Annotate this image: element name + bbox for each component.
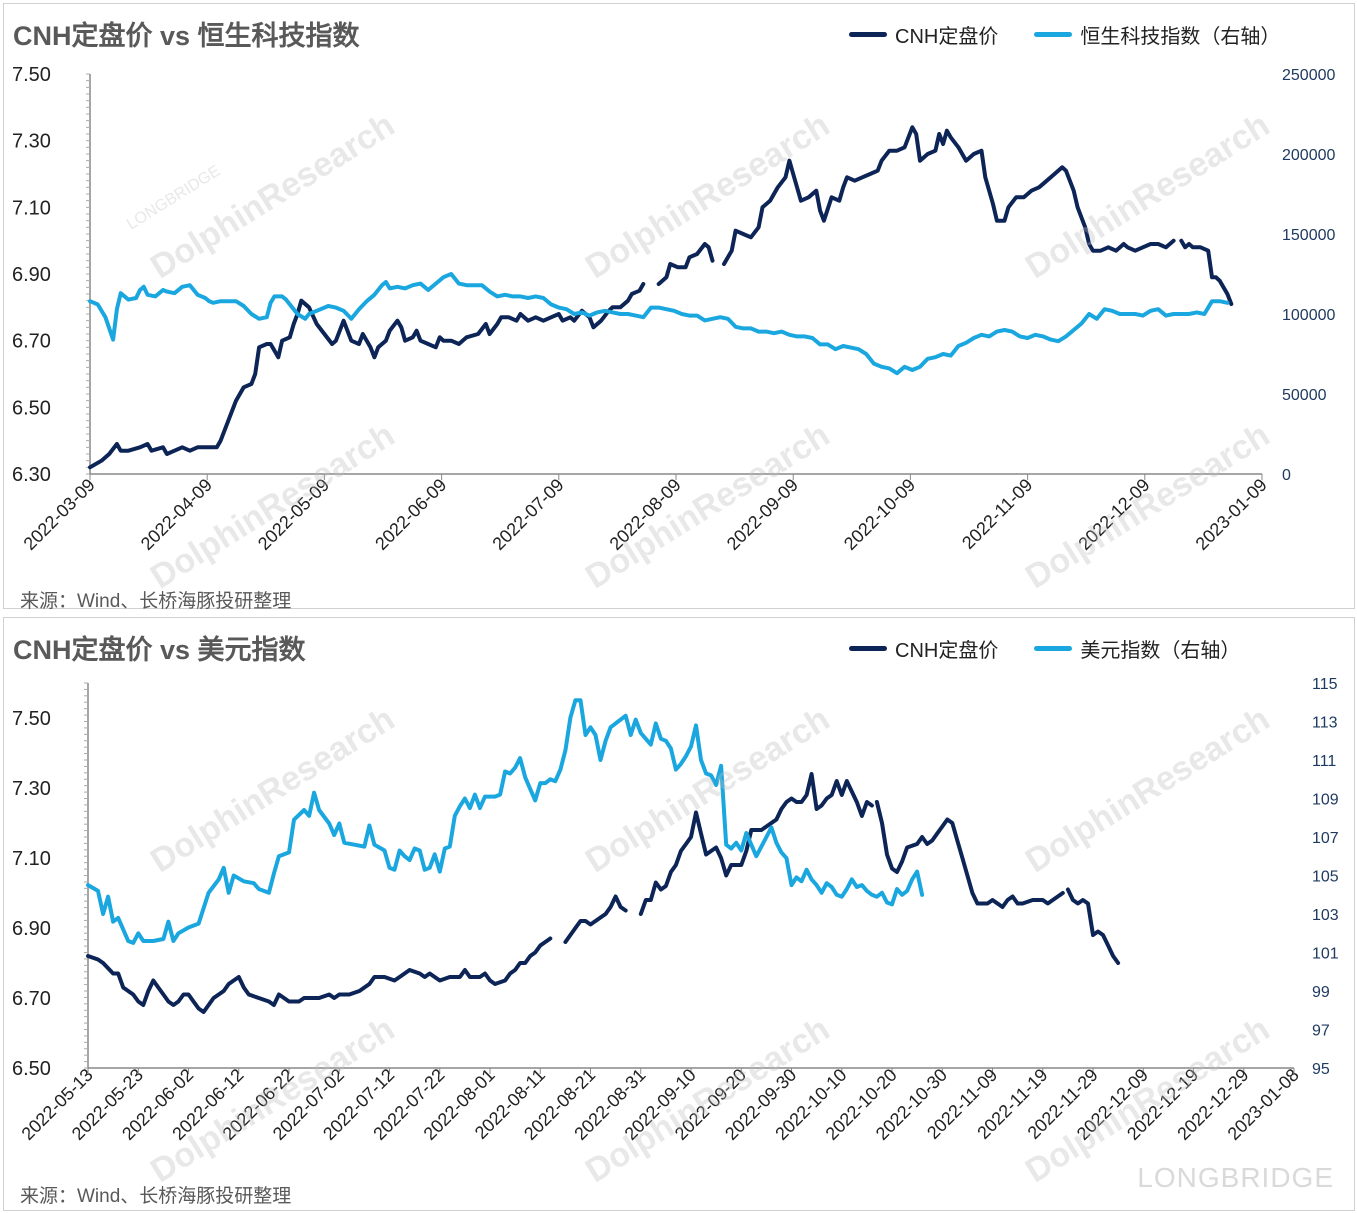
y2-tick-label: 50000 (1282, 387, 1327, 404)
y-tick-label: 6.90 (12, 918, 51, 940)
chart-title: CNH定盘价 vs 美元指数 (13, 635, 306, 665)
y2-tick-label: 250000 (1282, 67, 1335, 84)
y-tick-label: 7.30 (12, 778, 51, 800)
legend-label-cnh: CNH定盘价 (895, 640, 999, 662)
legend-item-cnh: CNH定盘价 (849, 20, 998, 49)
y2-tick-label: 109 (1312, 792, 1339, 809)
x-tick-label: 2022-03-09 (20, 475, 99, 554)
legend-swatch-cnh (849, 646, 887, 651)
y2-tick-label: 105 (1312, 869, 1339, 886)
x-tick-label: 2022-10-09 (840, 475, 919, 554)
legend-label-hstech: 恒生科技指数（右轴） (1080, 26, 1281, 48)
legend: CNH定盘价 恒生科技指数（右轴） (849, 20, 1316, 49)
chart-title: CNH定盘价 vs 恒生科技指数 (13, 21, 360, 51)
y2-tick-label: 99 (1312, 984, 1330, 1001)
source-note: 来源：Wind、长桥海豚投研整理 (20, 1186, 292, 1207)
x-tick-label: 2022-07-09 (488, 475, 567, 554)
legend-item-dxy: 美元指数（右轴） (1034, 634, 1240, 663)
series-line-secondary (88, 272, 1230, 376)
series-line-cnh (88, 282, 646, 470)
x-tick-label: 2022-11-09 (958, 475, 1036, 553)
source-note: 来源：Wind、长桥海豚投研整理 (20, 591, 292, 612)
y-tick-label: 7.50 (12, 708, 51, 730)
y-tick-label: 7.10 (12, 848, 51, 870)
y2-tick-label: 101 (1312, 946, 1339, 963)
legend-item-hstech: 恒生科技指数（右轴） (1034, 20, 1280, 49)
series-line-cnh (1179, 238, 1234, 306)
y2-tick-label: 100000 (1282, 307, 1335, 324)
line-chart-dxy: 6.50 6.70 6.90 7.10 7.30 7.50 95 97 99 101 103 105 1… (12, 676, 1339, 1144)
x-tick-label: 2022-06-09 (371, 475, 450, 554)
legend: CNH定盘价 美元指数（右轴） (849, 634, 1276, 663)
y-tick-label: 7.50 (12, 64, 51, 86)
legend-item-cnh: CNH定盘价 (849, 634, 998, 663)
brand-logo-text: LONGBRIDGE (1137, 1162, 1334, 1193)
y2-tick-label: 115 (1312, 676, 1338, 693)
legend-swatch-hstech (1034, 32, 1073, 37)
y-tick-label: 6.90 (12, 264, 51, 286)
line-chart-hstech: 6.30 6.50 6.70 6.90 7.10 7.30 7.50 0 50000 100000… (12, 64, 1335, 554)
series-line-cnh (874, 800, 1065, 909)
chart-panel-dxy: CNH定盘价 vs 美元指数 CNH定盘价 美元指数（右轴） 6.50 6.70 6… (3, 617, 1355, 1211)
y-tick-label: 6.50 (12, 1058, 51, 1080)
y2-tick-label: 95 (1312, 1061, 1330, 1078)
y2-tick-label: 150000 (1282, 227, 1335, 244)
legend-swatch-dxy (1034, 646, 1073, 651)
y2-tick-label: 200000 (1282, 147, 1335, 164)
y-tick-label: 6.50 (12, 397, 51, 419)
legend-label-cnh: CNH定盘价 (895, 26, 999, 48)
y-tick-label: 6.70 (12, 988, 51, 1010)
y2-tick-label: 111 (1312, 753, 1336, 770)
series-line-cnh (722, 125, 1176, 266)
chart-panel-hstech: CNH定盘价 vs 恒生科技指数 CNH定盘价 恒生科技指数（右轴） 6.30 6… (3, 3, 1355, 612)
y2-tick-label: 0 (1282, 467, 1291, 484)
series-line-cnh (656, 242, 715, 286)
y2-tick-label: 103 (1312, 907, 1339, 924)
y2-tick-label: 113 (1312, 715, 1338, 732)
series-line-secondary (86, 698, 925, 945)
legend-label-dxy: 美元指数（右轴） (1080, 640, 1241, 662)
y-tick-label: 7.10 (12, 197, 51, 219)
y-tick-label: 7.30 (12, 131, 51, 153)
series-line-cnh (86, 936, 553, 1014)
y-tick-label: 6.30 (12, 464, 51, 486)
series-line-cnh (638, 772, 874, 916)
series-line-cnh (1065, 887, 1121, 965)
y2-tick-label: 107 (1312, 830, 1339, 847)
series-line-cnh (563, 894, 628, 944)
y-tick-label: 6.70 (12, 331, 51, 353)
y2-tick-label: 97 (1312, 1023, 1330, 1040)
legend-swatch-cnh (849, 32, 887, 37)
